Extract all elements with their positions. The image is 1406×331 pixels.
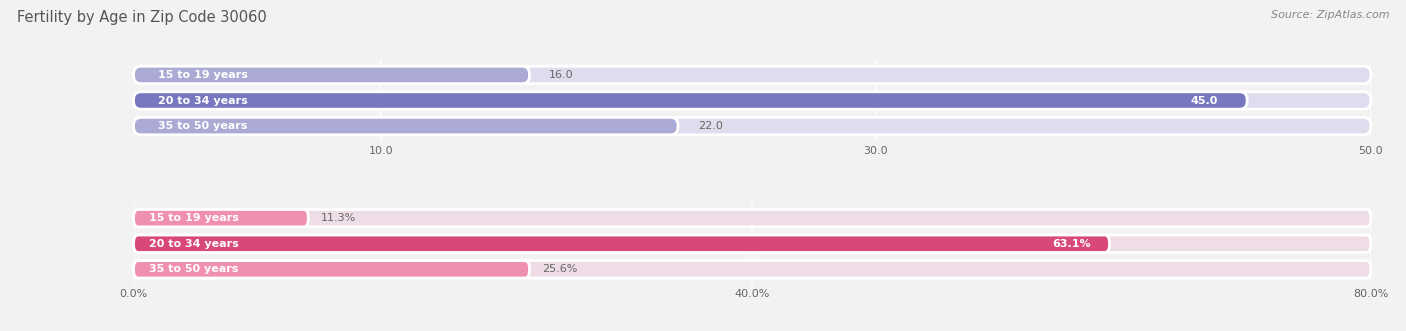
FancyBboxPatch shape <box>134 210 308 227</box>
Text: Fertility by Age in Zip Code 30060: Fertility by Age in Zip Code 30060 <box>17 10 267 25</box>
Text: 63.1%: 63.1% <box>1052 239 1091 249</box>
Text: 25.6%: 25.6% <box>541 264 578 274</box>
FancyBboxPatch shape <box>134 66 1371 84</box>
Text: 16.0: 16.0 <box>550 70 574 80</box>
Text: 35 to 50 years: 35 to 50 years <box>149 264 239 274</box>
Text: 22.0: 22.0 <box>697 121 723 131</box>
FancyBboxPatch shape <box>134 235 1109 253</box>
Text: Source: ZipAtlas.com: Source: ZipAtlas.com <box>1271 10 1389 20</box>
FancyBboxPatch shape <box>134 260 530 278</box>
Text: 15 to 19 years: 15 to 19 years <box>149 213 239 223</box>
Text: 15 to 19 years: 15 to 19 years <box>159 70 249 80</box>
FancyBboxPatch shape <box>134 210 1371 227</box>
Text: 20 to 34 years: 20 to 34 years <box>149 239 239 249</box>
FancyBboxPatch shape <box>134 235 1371 253</box>
FancyBboxPatch shape <box>134 92 1371 109</box>
FancyBboxPatch shape <box>134 118 678 135</box>
Text: 45.0: 45.0 <box>1189 96 1218 106</box>
Text: 11.3%: 11.3% <box>321 213 356 223</box>
FancyBboxPatch shape <box>134 118 1371 135</box>
FancyBboxPatch shape <box>134 92 1247 109</box>
FancyBboxPatch shape <box>134 260 1371 278</box>
Text: 20 to 34 years: 20 to 34 years <box>159 96 247 106</box>
FancyBboxPatch shape <box>134 66 530 84</box>
Text: 35 to 50 years: 35 to 50 years <box>159 121 247 131</box>
